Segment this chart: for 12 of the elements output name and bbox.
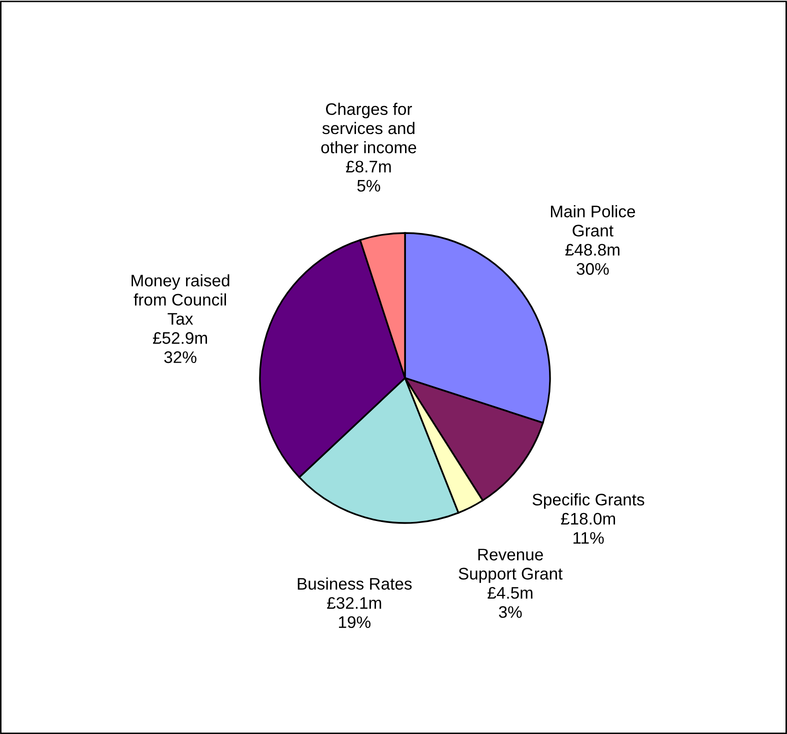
slice-label: Specific Grants (532, 493, 644, 509)
data-label: £52.9m 32% (152, 332, 207, 364)
data-label: £18.0m 11% (560, 512, 616, 544)
data-label: £8.7m 5% (346, 160, 391, 192)
slice-label: Money raised from Council Tax (132, 274, 230, 325)
slice-label: Charges for services and other income (321, 102, 416, 154)
slice-label: Business Rates (298, 577, 412, 590)
data-label: £4.5m 3% (488, 586, 532, 618)
slice-label: Main Police Grant (550, 205, 636, 237)
slice-label: Revenue Support Grant (458, 548, 563, 583)
data-label: £48.8m 30% (565, 244, 620, 275)
data-label: £32.1m 19% (327, 597, 382, 628)
